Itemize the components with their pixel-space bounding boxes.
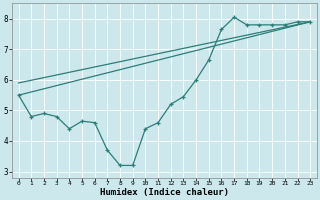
X-axis label: Humidex (Indice chaleur): Humidex (Indice chaleur) — [100, 188, 229, 197]
